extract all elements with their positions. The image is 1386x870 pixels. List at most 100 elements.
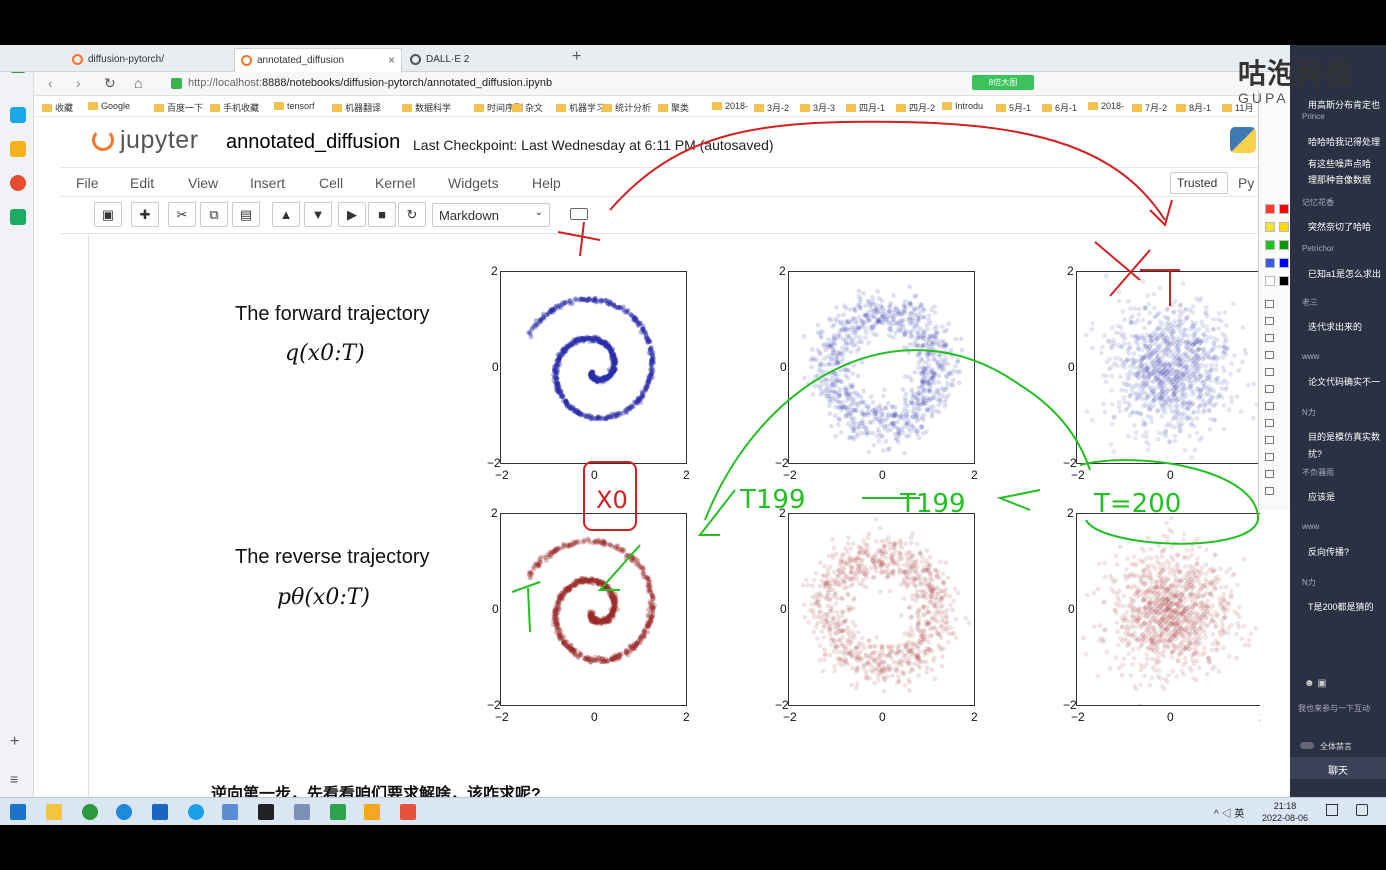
insert-cell-icon[interactable]: ✚ — [131, 202, 159, 227]
menu-insert[interactable]: Insert — [250, 175, 286, 191]
tab-annotated-diffusion[interactable]: annotated_diffusion × — [234, 48, 402, 72]
copy-icon[interactable]: ⧉ — [200, 202, 228, 227]
scatter-point — [640, 567, 646, 572]
bookmark-item[interactable]: 杂文 — [512, 101, 543, 114]
bookmark-item[interactable]: 数据科学 — [402, 101, 451, 114]
url-field[interactable]: http://localhost:8888/notebooks/diffusio… — [168, 75, 898, 93]
menu-cell[interactable]: Cell — [319, 175, 344, 191]
scatter-point — [887, 309, 892, 314]
scatter-point — [1171, 382, 1177, 387]
scatter-point — [1177, 423, 1183, 429]
bookmark-item[interactable]: 3月-3 — [800, 101, 835, 114]
menu-help[interactable]: Help — [532, 175, 561, 191]
back-icon[interactable]: ‹ — [48, 75, 53, 91]
paste-icon[interactable]: ▤ — [232, 202, 260, 227]
scatter-point — [648, 348, 653, 354]
menu-kernel[interactable]: Kernel — [375, 175, 416, 191]
scatter-point — [1178, 331, 1184, 336]
bookmark-item[interactable]: Google — [88, 101, 130, 111]
bookmark-item[interactable]: 11月 — [1222, 101, 1253, 114]
bookmark-item[interactable]: 统计分析 — [602, 101, 651, 114]
scatter-point — [1101, 372, 1106, 378]
scatter-point — [1211, 403, 1217, 409]
weibo-icon[interactable] — [10, 175, 26, 191]
scatter-point — [648, 372, 654, 377]
bookmark-item[interactable]: 手机收藏 — [210, 101, 259, 114]
bookmark-item[interactable]: 四月-2 — [896, 101, 935, 114]
bookmark-item[interactable]: 7月-2 — [1132, 101, 1167, 114]
scatter-point — [638, 634, 644, 640]
scatter-point — [907, 317, 913, 322]
mail-icon[interactable] — [10, 209, 26, 225]
star-icon[interactable] — [10, 141, 26, 157]
save-icon[interactable]: ▣ — [94, 202, 122, 227]
scatter-point — [1211, 340, 1217, 346]
bookmark-item[interactable]: Introdu — [942, 101, 983, 111]
scatter-point — [1213, 401, 1219, 407]
bookmark-item[interactable]: 机器学习 — [556, 101, 605, 114]
menu-view[interactable]: View — [188, 175, 219, 191]
tab-dalle2[interactable]: DALL·E 2 — [404, 48, 564, 72]
new-tab-button[interactable]: + — [572, 48, 582, 65]
scatter-point — [871, 309, 876, 314]
scatter-point — [624, 310, 629, 315]
scatter-point — [886, 320, 891, 326]
jupyter-logo[interactable]: jupyter — [92, 126, 199, 155]
bookmark-item[interactable]: 2018- — [1088, 101, 1124, 111]
menu-edit[interactable]: Edit — [130, 175, 155, 191]
tab-diffusion-pytorch[interactable]: diffusion-pytorch/ — [66, 48, 226, 72]
bookmark-item[interactable]: 收藏 — [42, 101, 73, 114]
run-icon[interactable]: ▶ — [338, 202, 366, 227]
scatter-point — [1124, 382, 1130, 388]
scatter-point — [526, 569, 532, 575]
scatter-point — [1241, 624, 1247, 629]
forward-icon[interactable]: › — [76, 75, 81, 91]
add-icon[interactable] — [10, 107, 26, 123]
move-up-icon[interactable]: ▲ — [272, 202, 300, 227]
scatter-point — [855, 302, 861, 308]
scatter-point — [1192, 389, 1197, 395]
scatter-point — [561, 346, 567, 352]
stop-icon[interactable]: ■ — [368, 202, 396, 227]
menu-icon[interactable]: ≡ — [10, 771, 19, 787]
scatter-point — [643, 386, 649, 392]
plus-icon[interactable]: + — [10, 733, 20, 750]
scatter-point — [582, 336, 587, 341]
scatter-point — [532, 322, 537, 328]
bookmark-item[interactable]: 3月-2 — [754, 101, 789, 114]
scatter-point — [868, 307, 874, 313]
cell-type-select[interactable]: Markdown ⌄ — [432, 203, 550, 227]
bookmark-item[interactable]: 聚类 — [658, 101, 689, 114]
bookmark-item[interactable]: tensorf — [274, 101, 315, 111]
bookmark-item[interactable]: 6月-1 — [1042, 101, 1077, 114]
reload-icon[interactable]: ↻ — [104, 75, 116, 91]
home-icon[interactable]: ⌂ — [134, 75, 143, 91]
bookmark-item[interactable]: 百度一下 — [154, 101, 203, 114]
bookmark-item[interactable]: 8月-1 — [1176, 101, 1211, 114]
scatter-point — [1201, 331, 1207, 337]
bookmark-item[interactable]: 5月-1 — [996, 101, 1031, 114]
scatter-point — [1192, 365, 1197, 371]
menu-widgets[interactable]: Widgets — [448, 175, 499, 191]
restart-icon[interactable]: ↻ — [398, 202, 426, 227]
bookmark-item[interactable]: 四月-1 — [846, 101, 885, 114]
scatter-point — [810, 594, 815, 600]
bookmark-item[interactable]: 机器翻译 — [332, 101, 381, 114]
scatter-point — [1144, 376, 1150, 382]
trusted-badge[interactable]: Trusted — [1170, 172, 1228, 194]
scatter-point — [1145, 413, 1151, 419]
scatter-point — [625, 307, 631, 313]
notebook-name[interactable]: annotated_diffusion — [226, 131, 401, 153]
scatter-point — [1203, 571, 1209, 577]
menu-file[interactable]: File — [76, 175, 99, 191]
cut-icon[interactable]: ✂ — [168, 202, 196, 227]
bookmark-item[interactable]: 2018- — [712, 101, 748, 111]
keyboard-icon[interactable] — [570, 208, 588, 220]
bookmark-item[interactable]: 时间序列 — [474, 101, 523, 114]
scatter-point — [1176, 376, 1182, 382]
scatter-point — [932, 567, 937, 573]
close-icon[interactable]: × — [387, 53, 395, 67]
scatter-point — [893, 412, 899, 418]
move-down-icon[interactable]: ▼ — [304, 202, 332, 227]
enlarge-button[interactable]: 8倍大图 — [972, 75, 1034, 90]
